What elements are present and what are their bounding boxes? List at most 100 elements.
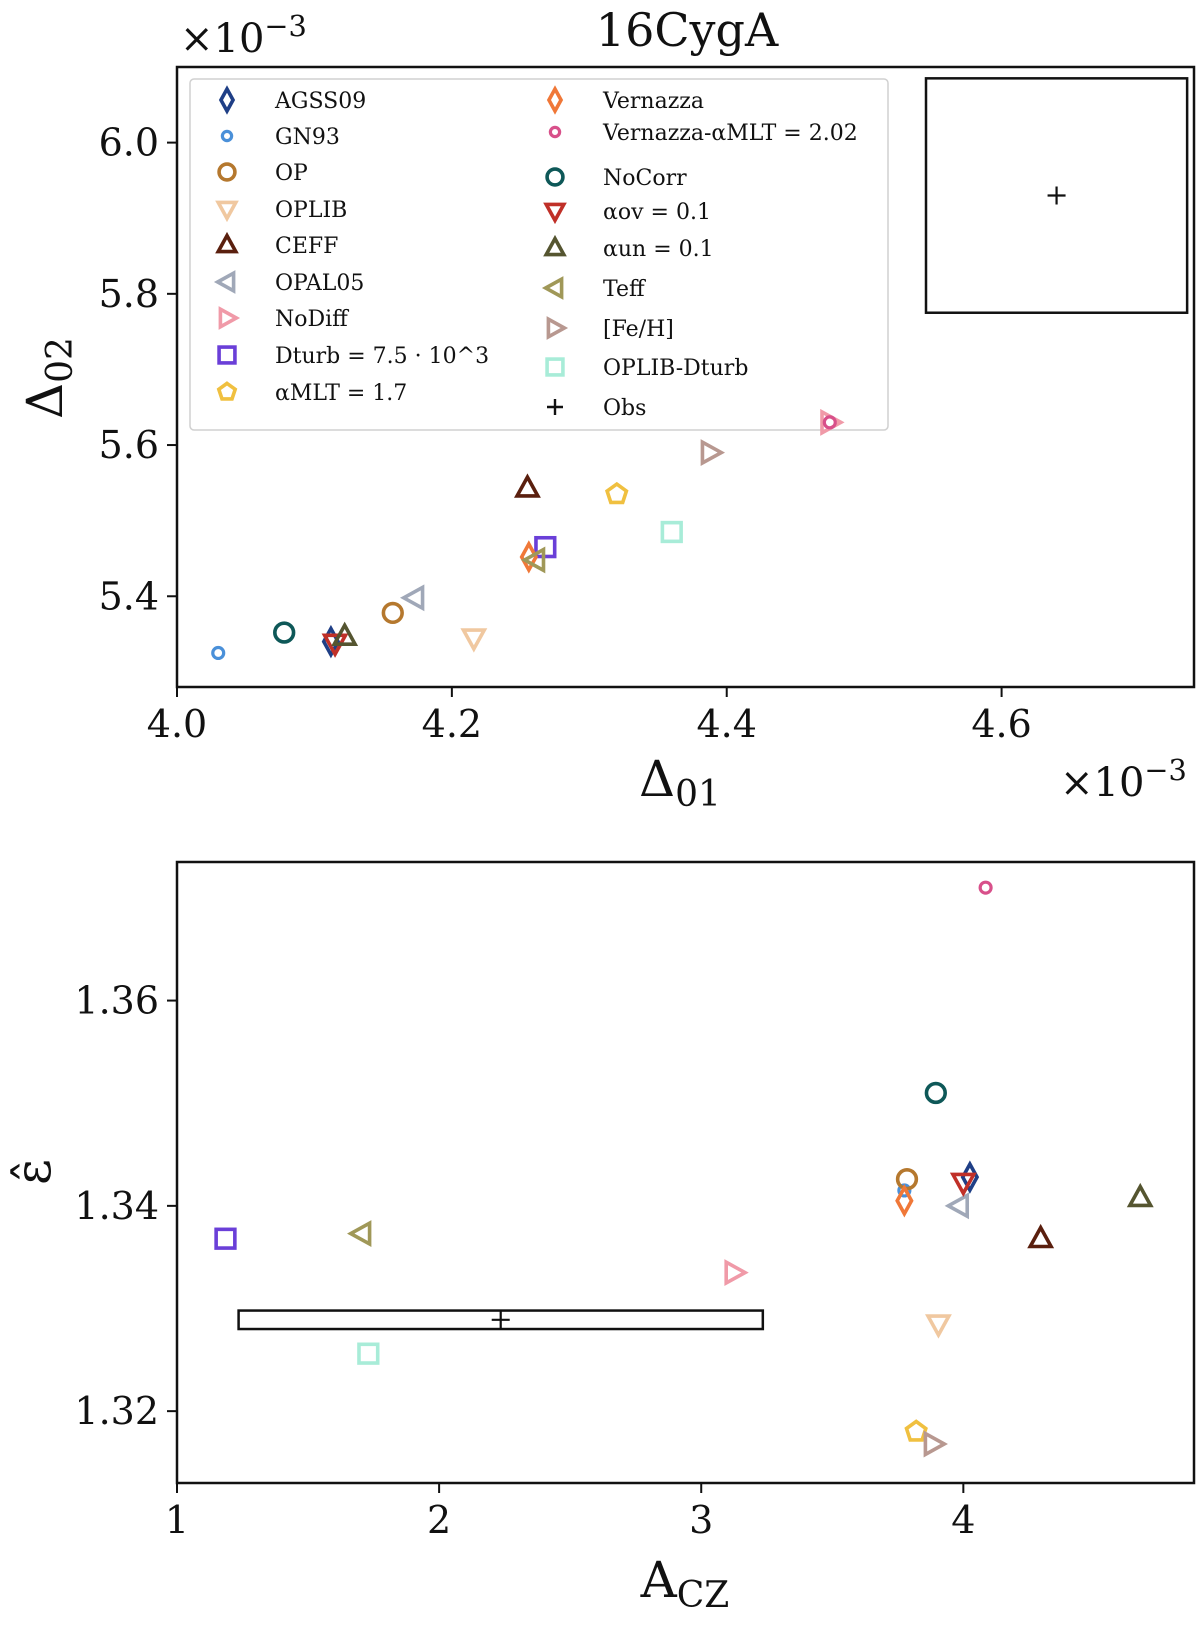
point-gn93	[211, 645, 226, 661]
legend-label: Obs	[603, 396, 646, 421]
x-axis-label-text: ACZ	[640, 1551, 730, 1616]
point--un-0-1	[1126, 1182, 1154, 1208]
legend-marker	[217, 345, 237, 365]
point-oplib-dturb	[660, 520, 683, 544]
point-ceff	[514, 473, 541, 498]
legend-label: αun = 0.1	[603, 237, 714, 262]
x-tick-label: 4.4	[697, 702, 757, 746]
chart-title: 16CygA	[596, 3, 779, 57]
legend-label: OP	[275, 161, 308, 186]
point--ov-0-1	[949, 1172, 977, 1198]
legend-label: OPAL05	[275, 271, 364, 296]
panel-bottom: ACZ ε̂ 1 2 3 4 1.32 1.34 1.36	[4, 860, 1196, 1616]
y-tick-label: 5.6	[99, 423, 159, 467]
x-multiplier-text: ×10−3	[1060, 753, 1187, 806]
legend-marker	[546, 316, 569, 340]
y-multiplier: ×10−3	[180, 9, 307, 62]
ticks: 4.0 4.2 4.4 4.6 5.4 5.6 5.8 6.0	[99, 121, 1032, 746]
point--fe-h-	[700, 439, 726, 467]
point-vernazza-mlt-2-02	[978, 880, 993, 895]
legend-marker	[541, 276, 564, 300]
legend-label: Teff	[603, 277, 646, 302]
point-vernazza	[519, 540, 539, 574]
point-nocorr	[924, 1081, 947, 1105]
point-vernazza-mlt-2-02	[822, 415, 837, 430]
point--mlt-1-7	[904, 1419, 928, 1442]
point-teff	[347, 1220, 372, 1248]
x-tick-label: 3	[689, 1498, 713, 1542]
legend-label: Vernazza	[602, 89, 704, 114]
x-axis-label: ACZ	[640, 1551, 730, 1616]
legend-label: CEFF	[275, 234, 338, 259]
point-oplib-dturb	[357, 1342, 380, 1365]
point-dturb-7-5-10-3	[214, 1227, 237, 1250]
plot-frame	[175, 860, 1196, 1485]
y-axis-label-text: Δ02	[16, 337, 81, 419]
obs-marker	[491, 1310, 510, 1329]
legend-marker	[545, 167, 565, 187]
data-marks	[211, 408, 845, 661]
point-agss09	[960, 1160, 980, 1194]
y-tick-label: 5.8	[99, 272, 159, 316]
legend-label: Vernazza-αMLT = 2.02	[602, 121, 858, 146]
x-tick-label: 2	[427, 1498, 451, 1542]
y-tick-label: 1.34	[74, 1184, 159, 1228]
legend-marker	[547, 399, 563, 415]
observation-box	[237, 1309, 765, 1331]
point-nodiff	[724, 1259, 749, 1287]
point--fe-h-	[923, 1430, 948, 1458]
legend-label: αMLT = 1.7	[275, 381, 407, 406]
legend-marker	[220, 129, 234, 143]
data-marks	[214, 880, 1154, 1458]
x-tick-label: 1	[165, 1498, 189, 1542]
legend-label: GN93	[275, 125, 340, 150]
point-nocorr	[273, 621, 296, 644]
point-oplib	[460, 628, 488, 653]
y-axis-label-text: ε̂	[4, 1159, 62, 1185]
y-multiplier-text: ×10−3	[180, 9, 307, 62]
legend-label: αov = 0.1	[603, 200, 711, 225]
point-op	[895, 1168, 919, 1191]
point-opal05	[944, 1192, 970, 1220]
x-tick-label: 4.0	[147, 702, 207, 746]
legend-marker	[543, 202, 567, 225]
legend-label: NoDiff	[275, 307, 349, 332]
legend-marker	[215, 200, 239, 223]
legend-label: [Fe/H]	[603, 317, 674, 342]
legend-label: AGSS09	[274, 89, 366, 114]
legend-marker	[548, 125, 562, 139]
x-multiplier: ×10−3	[1060, 753, 1187, 806]
y-tick-label: 6.0	[99, 121, 159, 165]
point-ceff	[1027, 1223, 1055, 1249]
y-axis-label: ε̂	[4, 1159, 62, 1185]
ticks: 1 2 3 4 1.32 1.34 1.36	[74, 979, 975, 1542]
panel-top: 16CygA ×10−3 ×10−3 Δ01 Δ02 4.0 4.2 4.4 4.6 5…	[16, 3, 1196, 815]
y-tick-label: 1.36	[74, 979, 159, 1023]
legend-marker	[218, 85, 236, 115]
point-teff	[520, 546, 546, 574]
legend-marker	[216, 381, 238, 401]
legend-label: OPLIB	[275, 198, 347, 223]
obs-error-box	[924, 77, 1189, 314]
y-axis-label: Δ02	[16, 337, 81, 419]
point-oplib	[924, 1314, 952, 1339]
legend-marker	[218, 306, 241, 330]
obs-marker	[1047, 186, 1066, 205]
legend-marker	[217, 162, 237, 182]
point-dturb-7-5-10-3	[534, 535, 557, 559]
observation-box	[924, 77, 1189, 314]
plot-frame	[175, 65, 1196, 689]
point-op	[381, 601, 404, 625]
legend-label: Dturb = 7.5 · 10^3	[275, 344, 489, 369]
legend-marker	[543, 234, 567, 257]
legend: AGSS09 GN93 OP OPLIB CEFF OPAL05 NoDiff Dturb =…	[189, 78, 889, 431]
legend-marker	[213, 270, 236, 294]
x-tick-label: 4.2	[422, 702, 482, 746]
legend-marker	[545, 357, 565, 377]
legend-label: NoCorr	[603, 166, 687, 191]
x-axis-label-text: Δ01	[639, 750, 721, 815]
y-tick-label: 5.4	[99, 574, 159, 618]
x-tick-label: 4	[951, 1498, 975, 1542]
point-vernazza	[895, 1183, 914, 1218]
